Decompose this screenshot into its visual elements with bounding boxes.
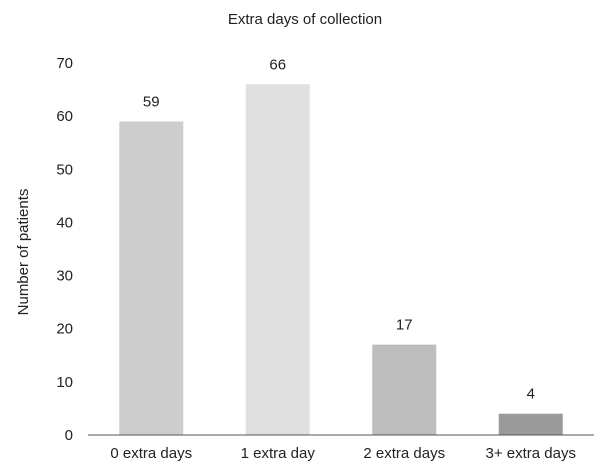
bar-value-label: 4 bbox=[527, 386, 535, 403]
bar bbox=[119, 121, 184, 435]
bars: 59 66 17 4 bbox=[119, 56, 563, 435]
y-tick-label: 10 bbox=[56, 374, 73, 391]
bar-value-label: 17 bbox=[396, 317, 413, 334]
x-tick-label: 0 extra days bbox=[110, 445, 192, 462]
y-tick-label: 20 bbox=[56, 321, 73, 338]
y-tick-label: 30 bbox=[56, 268, 73, 285]
y-axis-label: Number of patients bbox=[15, 189, 32, 316]
y-tick-label: 50 bbox=[56, 161, 73, 178]
x-axis-ticks: 0 extra days 1 extra day 2 extra days 3+ ex… bbox=[110, 445, 576, 462]
chart-title: Extra days of collection bbox=[228, 11, 382, 28]
bar bbox=[245, 84, 310, 435]
x-tick-label: 1 extra day bbox=[241, 445, 316, 462]
y-tick-label: 70 bbox=[56, 55, 73, 72]
bar bbox=[372, 344, 437, 435]
y-tick-label: 60 bbox=[56, 108, 73, 125]
bar bbox=[498, 413, 563, 435]
x-tick-label: 3+ extra days bbox=[486, 445, 576, 462]
bar-value-label: 66 bbox=[269, 56, 286, 73]
y-tick-label: 0 bbox=[65, 427, 73, 444]
x-tick-label: 2 extra days bbox=[363, 445, 445, 462]
y-axis-ticks: 0 10 20 30 40 50 60 70 bbox=[56, 55, 73, 444]
bar-value-label: 59 bbox=[143, 93, 160, 110]
y-tick-label: 40 bbox=[56, 214, 73, 231]
